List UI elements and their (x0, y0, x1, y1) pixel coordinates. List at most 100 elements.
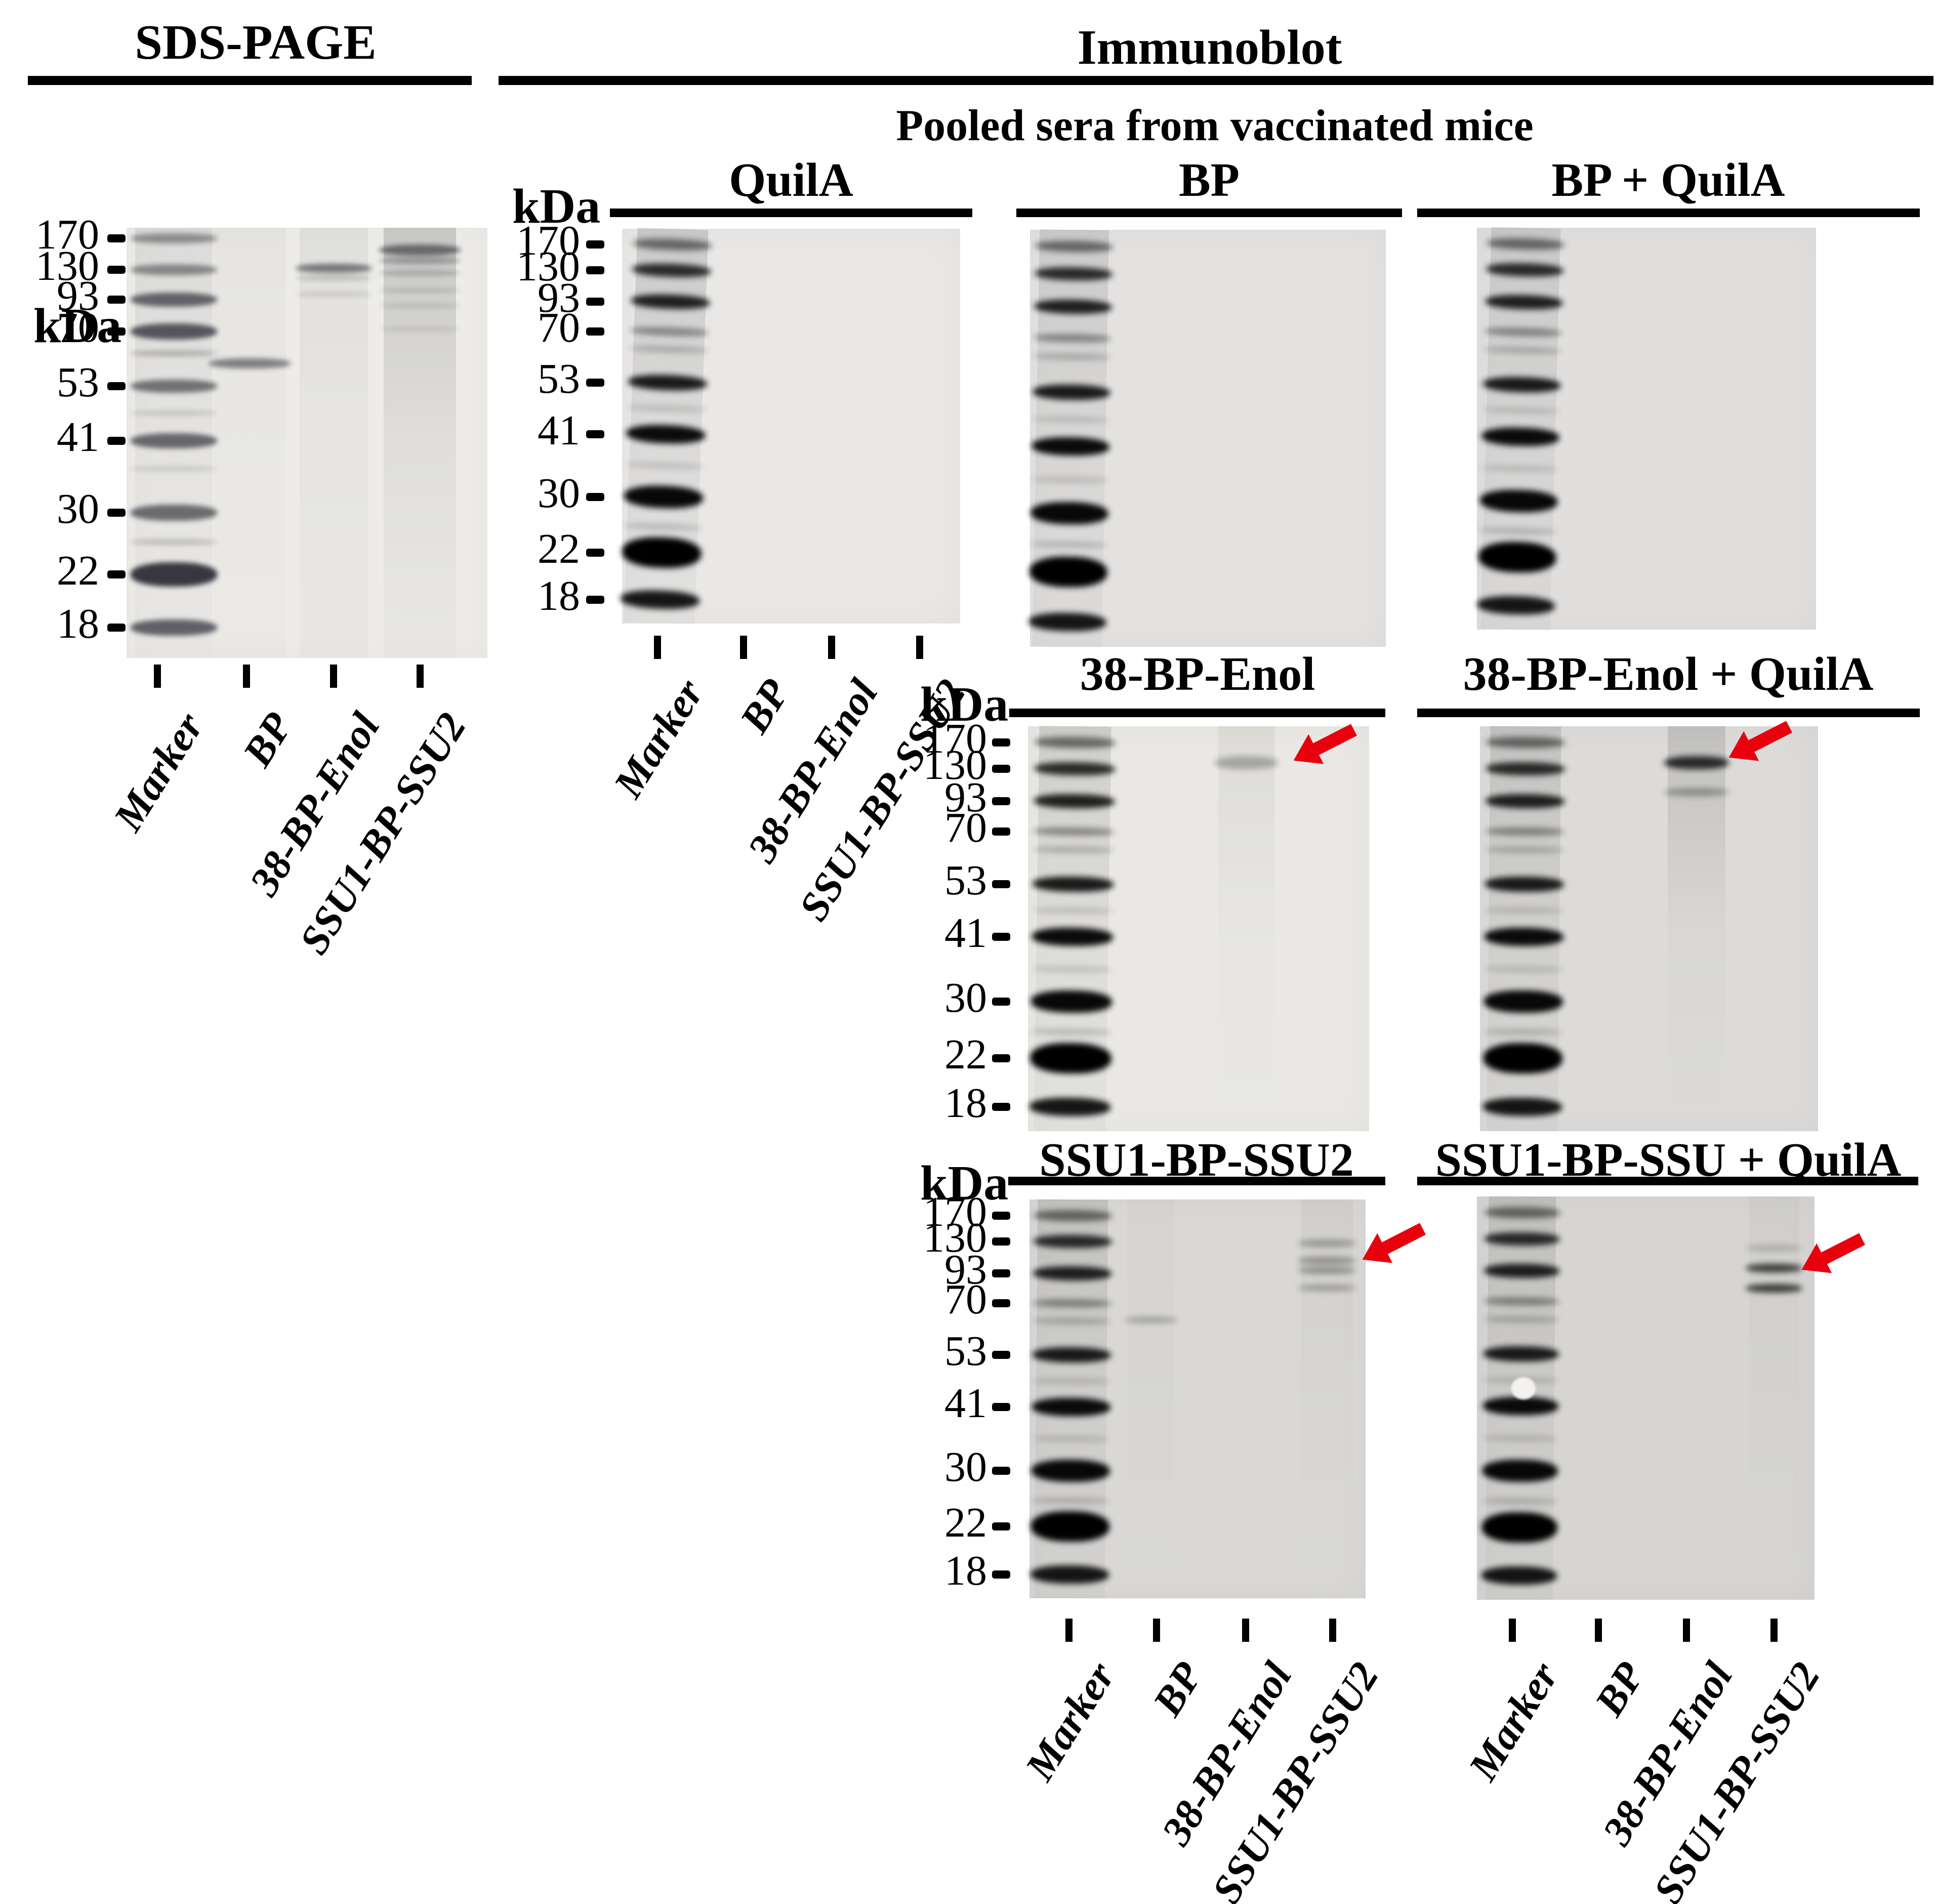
lane-label-text: BP (731, 671, 799, 741)
protein-band (130, 293, 218, 307)
ladder-tick (586, 430, 604, 438)
lane-label-text: Marker (1016, 1654, 1124, 1789)
protein-band (1481, 426, 1560, 447)
blot-image (1480, 726, 1818, 1132)
ladder-tick (107, 509, 126, 517)
sds-page-underline (28, 76, 472, 85)
protein-band (1483, 346, 1562, 355)
protein-band (1484, 1232, 1560, 1246)
lane-tick (1509, 1619, 1516, 1642)
marker-lane (620, 227, 713, 625)
protein-band (1484, 327, 1562, 338)
panel-title-underline (1417, 709, 1920, 717)
sample-lane (1124, 1199, 1177, 1598)
ladder-tick (992, 1522, 1010, 1530)
protein-band (1482, 1498, 1558, 1505)
blot-image (1029, 1199, 1366, 1599)
protein-band (1031, 1511, 1110, 1542)
protein-band (379, 326, 461, 331)
protein-band (1033, 1210, 1112, 1222)
ladder-tick (992, 765, 1010, 773)
sample-lane (295, 228, 373, 658)
protein-band (627, 404, 707, 413)
protein-band (1477, 595, 1555, 615)
ladder-tick (107, 234, 126, 242)
ladder-label: 130 (516, 243, 580, 290)
protein-band (1482, 1097, 1562, 1116)
panel-title-quila: QuilA (729, 154, 853, 206)
ladder-label: 30 (944, 1443, 987, 1491)
protein-band (1487, 237, 1565, 251)
protein-band (629, 326, 710, 337)
protein-band (1033, 353, 1111, 361)
sample-lane (209, 228, 291, 658)
protein-band (130, 505, 218, 521)
protein-band (1032, 416, 1110, 424)
ladder-label: 70 (944, 1276, 987, 1323)
blot-image (1028, 726, 1369, 1132)
protein-band (130, 433, 218, 448)
marker-lane (1477, 227, 1565, 631)
ladder-tick (586, 298, 604, 306)
lane-label-text: BP (1144, 1654, 1212, 1724)
blot-image (1028, 229, 1386, 648)
ladder-tick (586, 596, 604, 604)
protein-band (1481, 1566, 1557, 1585)
protein-band (1485, 794, 1565, 809)
protein-band (1029, 1097, 1110, 1117)
protein-band (130, 410, 218, 416)
protein-band (1031, 989, 1112, 1014)
protein-band (1032, 965, 1112, 973)
protein-band (631, 262, 712, 278)
ladder-label: 18 (57, 600, 99, 647)
blot-image (1477, 227, 1816, 631)
protein-band (379, 270, 461, 276)
immunoblot-title: Immunoblot (1077, 20, 1342, 75)
ladder-label: 22 (538, 525, 580, 572)
ladder-label: 170 (923, 1188, 987, 1235)
protein-band (625, 461, 705, 470)
protein-band (1034, 299, 1112, 315)
protein-band (1030, 501, 1109, 525)
panel-title-underline (1417, 1177, 1918, 1185)
ladder-label: 41 (944, 909, 987, 957)
lane-tick (417, 665, 424, 688)
ladder-tick (107, 382, 126, 390)
protein-band (1482, 1396, 1559, 1416)
protein-band (1031, 1435, 1110, 1442)
ladder-label: 30 (538, 470, 580, 517)
protein-band (1485, 1207, 1560, 1219)
protein-band (1297, 1239, 1356, 1247)
ladder-label: 93 (944, 1246, 987, 1293)
ladder-tick (992, 738, 1010, 747)
blot-image (620, 227, 960, 625)
panel-title-underline (610, 209, 972, 217)
ladder-tick (992, 1467, 1010, 1475)
protein-band (130, 466, 218, 471)
protein-band (628, 374, 708, 392)
pooled-sera-subtitle: Pooled sera from vaccinated mice (896, 101, 1534, 150)
marker-lane (1030, 1199, 1112, 1599)
red-arrow-shaft (1819, 1233, 1865, 1265)
lane-label-text: Marker (1459, 1654, 1568, 1789)
ladder-label: 93 (57, 272, 99, 319)
air-bubble (1511, 1377, 1536, 1399)
protein-band (1035, 736, 1116, 749)
protein-band (1483, 1316, 1559, 1323)
protein-band (1478, 541, 1557, 573)
ladder-label: 93 (538, 274, 580, 321)
protein-band (1033, 1234, 1112, 1249)
protein-band (1483, 1297, 1559, 1306)
protein-band (630, 293, 711, 310)
protein-band (1479, 488, 1558, 513)
protein-band (130, 264, 218, 275)
lane-label-text: Marker (104, 705, 213, 839)
protein-band (1486, 736, 1565, 749)
ladder-tick (992, 1054, 1010, 1062)
ladder-tick (992, 998, 1010, 1006)
protein-band (1030, 1042, 1111, 1074)
lane-tick (154, 665, 161, 688)
ladder-tick (107, 437, 126, 445)
ladder-tick (586, 240, 604, 249)
